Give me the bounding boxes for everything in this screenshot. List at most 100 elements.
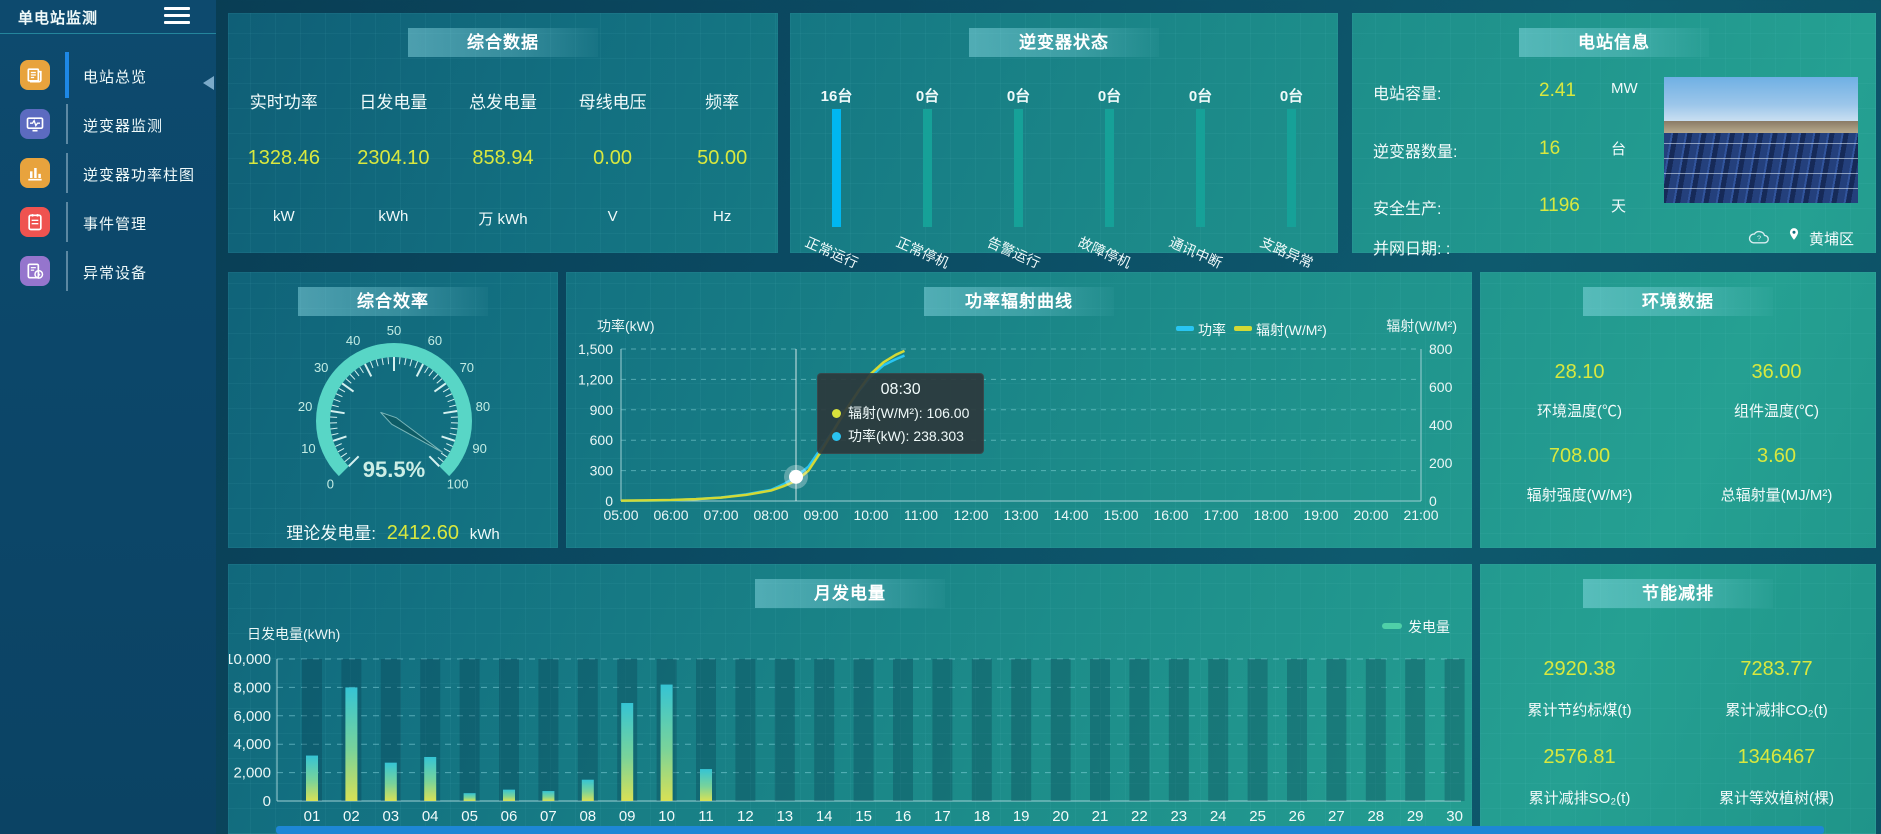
station-row-unit: MW: [1611, 80, 1638, 97]
environment-metric-value: 708.00: [1548, 445, 1611, 467]
svg-text:26: 26: [1289, 808, 1306, 825]
svg-text:21: 21: [1092, 808, 1109, 825]
menu-toggle-icon[interactable]: [164, 7, 190, 28]
svg-text:60: 60: [428, 333, 442, 348]
sidebar-item-1[interactable]: 逆变器监测: [0, 104, 216, 156]
svg-text:07: 07: [540, 808, 557, 825]
datazoom-slider[interactable]: [276, 826, 1824, 834]
sidebar-item-2[interactable]: 逆变器功率柱图: [0, 153, 216, 205]
inverter-count: 0台: [1097, 88, 1122, 105]
svg-text:11: 11: [698, 808, 714, 825]
environment-metric-label: 辐射强度(W/M²): [1526, 487, 1633, 504]
inverter-bar: [1105, 109, 1114, 227]
svg-text:300: 300: [590, 463, 614, 479]
panel-title-monthly: 月发电量: [755, 579, 945, 608]
svg-text:800: 800: [1429, 341, 1453, 357]
efficiency-gauge[interactable]: 0 10 20 30 40 50 60 70 80 90 100 95.5%: [229, 317, 559, 517]
svg-text:50: 50: [387, 323, 401, 338]
overview-icon: [20, 60, 50, 90]
sidebar-item-3[interactable]: 事件管理: [0, 202, 216, 254]
panel-environment: 环境数据 28.10 36.00 环境温度(℃) 组件温度(℃) 708.00 3.60 辐…: [1480, 272, 1876, 548]
tooltip-row: 功率(kW): 238.303: [832, 426, 969, 446]
location-pin-icon[interactable]: [1787, 227, 1801, 245]
inverter-count: 0台: [1006, 88, 1031, 105]
environment-metric-value: 28.10: [1554, 361, 1605, 383]
weather-cloud-icon: ?: [1747, 229, 1771, 246]
summary-metric-3: 母线电压 0.00 V: [558, 70, 668, 252]
tooltip-series-text: 辐射(W/M²): 106.00: [848, 405, 970, 421]
sidebar-item-4[interactable]: 异常设备: [0, 251, 216, 303]
svg-text:30: 30: [1446, 808, 1463, 825]
metric-value: 858.94: [472, 147, 534, 169]
inverter-monitor-icon: [20, 109, 50, 139]
svg-text:辐射(W/M²): 辐射(W/M²): [1386, 318, 1457, 334]
inverter-status-col-3: 0台故障停机: [1064, 83, 1155, 271]
panel-title-summary: 综合数据: [408, 28, 598, 57]
panel-efficiency: 综合效率 0 10 20 30 40 50 60 70 80 90 100 95.5% 理论发电量: …: [228, 272, 558, 548]
inverter-status-col-0: 16台 正常运行: [791, 83, 882, 271]
svg-text:07:00: 07:00: [703, 507, 738, 523]
metric-value: 1328.46: [247, 147, 320, 169]
savings-metric-label: 累计减排CO₂(t): [1725, 702, 1828, 719]
station-row-unit: 台: [1611, 141, 1627, 158]
svg-text:08:00: 08:00: [753, 507, 788, 523]
svg-text:6,000: 6,000: [233, 708, 271, 725]
svg-text:辐射(W/M²): 辐射(W/M²): [1256, 322, 1327, 338]
svg-text:09:00: 09:00: [803, 507, 838, 523]
inverter-count: 0台: [1188, 88, 1213, 105]
svg-text:功率: 功率: [1198, 322, 1226, 338]
tooltip-rows: 辐射(W/M²): 106.00 功率(kW): 238.303: [832, 403, 969, 446]
station-row-value: 16: [1539, 138, 1561, 159]
location-label[interactable]: 黄埔区: [1809, 231, 1855, 248]
savings-metric-label: 累计等效植树(棵): [1719, 790, 1834, 807]
sidebar-item-0[interactable]: 电站总览: [0, 52, 216, 107]
panel-title-station: 电站信息: [1519, 28, 1709, 57]
summary-metrics: 实时功率 1328.46 kW 日发电量 2304.10 kWh 总发电量 858.94 万 k…: [229, 70, 777, 252]
svg-text:03: 03: [382, 808, 399, 825]
power-bars-icon: [20, 158, 50, 188]
savings-metric-value: 2920.38: [1543, 658, 1616, 680]
svg-text:08: 08: [579, 808, 596, 825]
tooltip-time: 08:30: [880, 381, 921, 398]
svg-text:16:00: 16:00: [1153, 507, 1188, 523]
svg-text:70: 70: [460, 360, 474, 375]
monthly-energy-chart[interactable]: 0 2,000 4,000 6,000 8,000 10,000 日发电量(kWh) 01 02…: [229, 565, 1473, 834]
inverter-bar-label: 故障停机: [1075, 233, 1134, 272]
station-row-label: 电站容量:: [1373, 86, 1442, 103]
station-row-value: 1196: [1539, 195, 1580, 216]
chart-tooltip: 08:30 辐射(W/M²): 106.00 功率(kW): 238.303: [817, 373, 985, 454]
inverter-bar-label: 通讯中断: [1166, 233, 1225, 272]
inverter-bar-label: 支路异常: [1257, 233, 1316, 272]
svg-text:10:00: 10:00: [853, 507, 888, 523]
svg-text:95.5%: 95.5%: [363, 457, 425, 482]
panel-inverter-status: 逆变器状态 16台 正常运行 0台 正常停机 0台 告警运行 0台 故障停机 0台 通讯中断 0台支…: [790, 13, 1338, 271]
environment-metric-label: 组件温度(℃): [1734, 403, 1819, 420]
svg-text:0: 0: [263, 793, 271, 810]
metric-unit: Hz: [713, 208, 732, 225]
savings-metric-label: 累计节约标煤(t): [1527, 702, 1632, 719]
svg-text:25: 25: [1249, 808, 1266, 825]
sidebar-header: 单电站监测: [0, 0, 216, 33]
sidebar-item-label: 异常设备: [83, 265, 148, 282]
environment-metric-value: 3.60: [1757, 445, 1796, 467]
sidebar-collapse-arrow[interactable]: [203, 76, 214, 90]
tooltip-series-dot: [832, 431, 841, 441]
station-row-value: 2.41: [1539, 80, 1576, 101]
svg-text:29: 29: [1407, 808, 1424, 825]
metric-label: 实时功率: [249, 93, 318, 112]
svg-text:4,000: 4,000: [233, 736, 271, 753]
metric-unit: kW: [272, 208, 295, 225]
svg-text:06: 06: [501, 808, 518, 825]
inverter-status-chart[interactable]: 16台 正常运行 0台 正常停机 0台 告警运行 0台 故障停机 0台 通讯中断 0台 支路异常: [791, 83, 1337, 271]
svg-text:10: 10: [658, 808, 675, 825]
metric-value: 0.00: [593, 147, 633, 169]
svg-text:发电量: 发电量: [1408, 619, 1450, 635]
summary-metric-4: 频率 50.00 Hz: [667, 70, 777, 252]
svg-text:400: 400: [1429, 417, 1453, 433]
svg-text:19:00: 19:00: [1303, 507, 1338, 523]
svg-text:0: 0: [605, 493, 613, 509]
tooltip-row: 辐射(W/M²): 106.00: [832, 403, 969, 423]
power-radiation-chart[interactable]: 0 300 600 900 1,200 1,500 0 200 400 600 800 05:00 06…: [567, 273, 1473, 549]
svg-text:21:00: 21:00: [1403, 507, 1438, 523]
svg-text:22: 22: [1131, 808, 1148, 825]
